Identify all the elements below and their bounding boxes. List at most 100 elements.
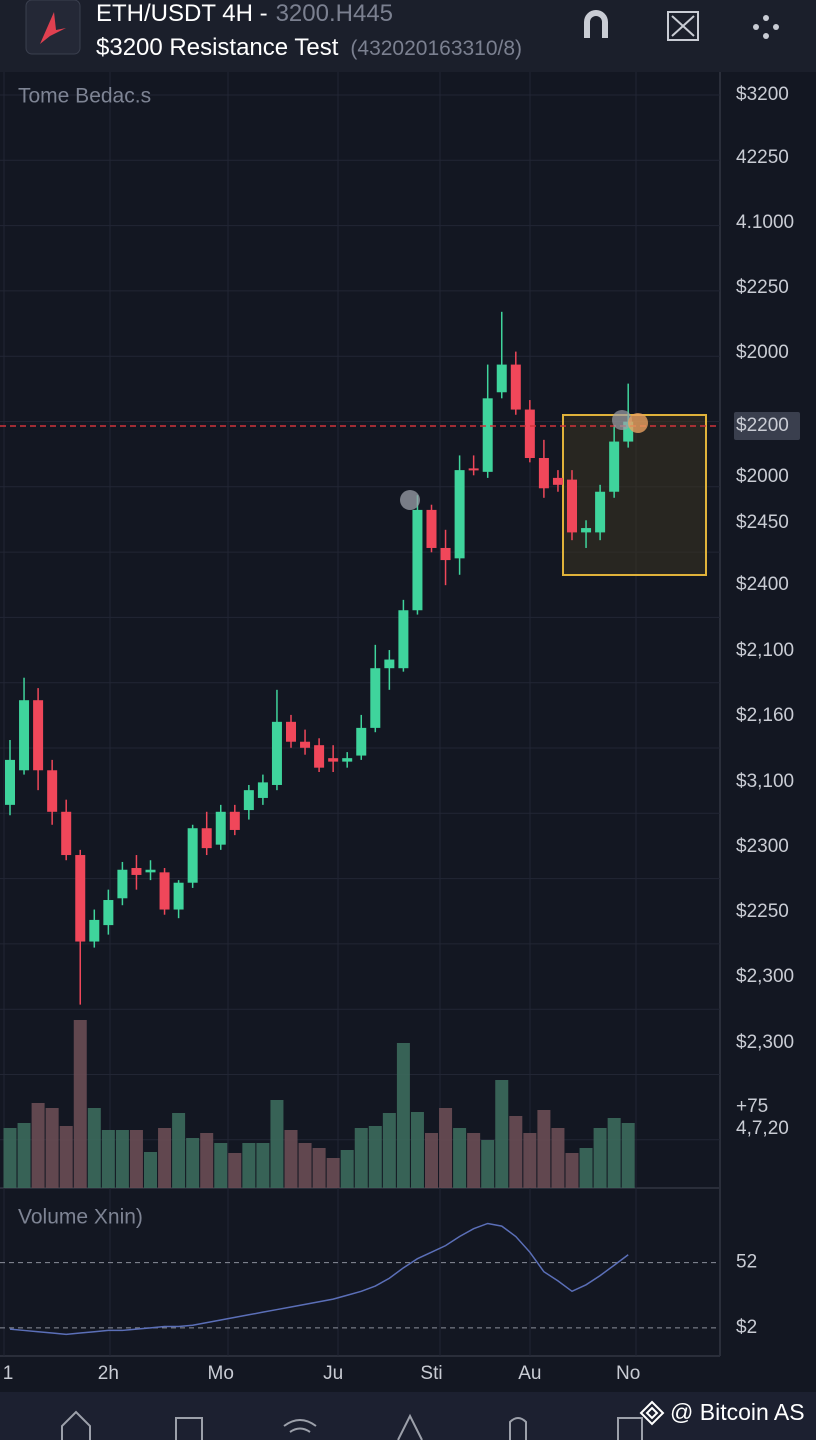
volume-bar [593,1128,607,1188]
nav-profile[interactable] [617,1417,643,1440]
volume-bar [495,1080,509,1188]
highlight-zone [562,414,707,576]
pair-code: 3200.H445 [276,0,393,27]
nav-home[interactable] [61,1410,91,1440]
volume-bar [523,1133,537,1188]
candle-body [384,659,395,669]
volume-bar [537,1110,551,1188]
volume-bar [326,1158,340,1188]
price-axis-label: $2,300 [736,1032,794,1053]
volume-bar [144,1152,157,1188]
bottom-nav [0,1392,816,1440]
price-axis-label: 4.1000 [736,212,794,233]
candle-body [145,869,156,873]
price-axis-label: $2200 [736,415,789,436]
volume-bar [410,1112,424,1188]
volume-bar [312,1148,326,1188]
candle-body [131,868,142,875]
candle-body [117,869,128,899]
candle-body [243,790,254,811]
indicator-line [9,1222,629,1336]
candle-body [201,828,212,849]
nav-markets[interactable] [175,1417,203,1440]
nav-feed[interactable] [283,1419,317,1433]
price-axis-label: $2400 [736,574,789,595]
candle-body [482,398,493,472]
volume-axis-label: 4,7,20 [736,1118,789,1139]
candle-body [75,855,86,942]
candle-body [426,509,437,548]
candle-body [609,441,620,492]
volume-bar [551,1128,565,1188]
fullscreen-icon-cross [671,15,695,37]
volume-bar [256,1143,270,1188]
volume-bar [115,1130,129,1188]
candle-body [552,477,563,485]
candle-body [19,700,30,771]
volume-bar [242,1143,256,1188]
price-axis-label: $2,100 [736,640,794,661]
candle-body [47,770,58,812]
subtitle-note: (432020163310/8) [350,37,522,60]
magnet-icon[interactable] [584,10,608,38]
fullscreen-icon[interactable] [667,11,699,41]
price-label-box [734,412,800,440]
candle-body [581,528,592,533]
x-tick-label: Au [518,1363,541,1384]
price-axis-label: $2000 [736,342,789,363]
candle-body [103,900,114,926]
candle-body [440,547,451,561]
candle-body [215,811,226,845]
nav-icons [61,1410,643,1440]
candle-body [567,479,577,533]
indicator-label: Volume Xnin) [18,1206,143,1229]
volume-bar [284,1130,298,1188]
volume-bar [565,1153,579,1188]
candle-body [398,610,409,669]
volume-bar [3,1128,17,1188]
menu-icon[interactable] [753,15,779,39]
volume-bar [621,1123,635,1188]
chart-marks [0,311,720,1188]
volume-bar [579,1148,593,1188]
header-subtitle: $3200 Resistance Test (432020163310/8) [96,34,522,61]
candle-body [342,758,353,762]
nav-trade[interactable] [397,1413,423,1440]
price-axis-label: $2250 [736,277,789,298]
price-axis-label: $2250 [736,901,789,922]
volume-bar [382,1113,396,1188]
price-axis-label: $3200 [736,84,789,105]
volume-bar [129,1130,143,1188]
candle-body [187,828,198,883]
candle-body [33,700,44,771]
candle-body [314,745,325,768]
volume-bar [396,1043,410,1188]
candle-body [510,364,521,410]
volume-bar [481,1140,495,1188]
volume-bar [298,1143,312,1188]
indicator-tick-label: 52 [736,1252,757,1273]
volume-axis-label: +75 [736,1096,768,1117]
candle-body [173,882,184,910]
brand-icon [639,1400,665,1426]
volume-bar [172,1113,186,1188]
nav-wallet[interactable] [509,1417,527,1440]
candle-body [524,409,535,459]
volume-bar [59,1126,73,1188]
volume-bar [45,1108,59,1188]
volume-bar [73,1020,87,1188]
x-tick-label: No [616,1363,640,1384]
price-axis-label: $2,300 [736,966,794,987]
candle-body [328,758,339,762]
header-title: ETH/USDT 4H - 3200.H445 [96,0,393,27]
candle-body [286,721,296,742]
volume-bar [158,1128,172,1188]
candle-body [257,782,268,798]
price-axis-label: 42250 [736,147,789,168]
candle-body [159,872,170,910]
logo-mark [40,12,66,44]
marker-dot [400,490,420,510]
volume-bar [31,1103,45,1188]
